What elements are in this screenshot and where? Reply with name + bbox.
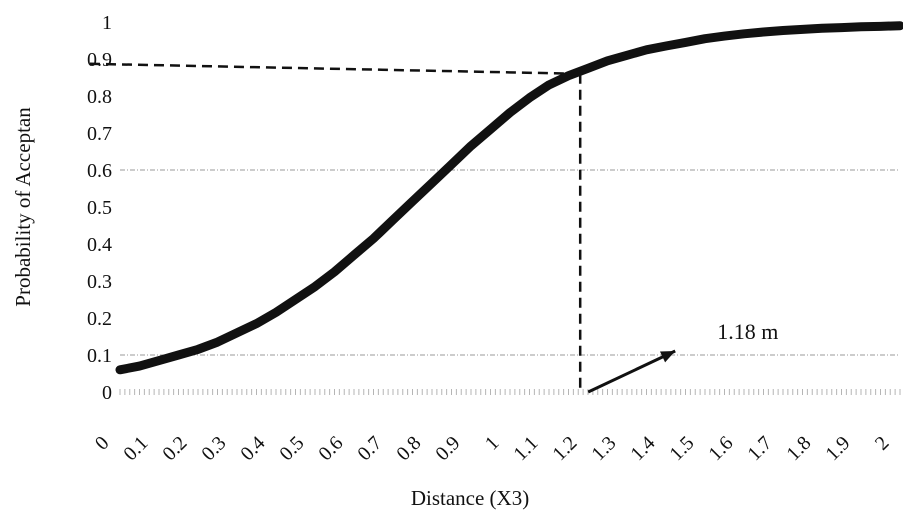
x-tick-label: 0.2 — [158, 432, 191, 465]
y-tick-label: 1 — [102, 12, 112, 34]
annotation-arrow — [587, 349, 676, 394]
y-tick-label: 0.1 — [87, 345, 112, 367]
x-tick-label: 0.7 — [353, 432, 386, 465]
reference-guides — [89, 62, 582, 392]
x-minor-ticks — [119, 389, 901, 395]
x-tick-label: 0.5 — [275, 432, 308, 465]
y-tick-label: 0.8 — [87, 86, 112, 108]
x-tick-label: 0 — [91, 432, 114, 455]
y-tick-label: 0.2 — [87, 308, 112, 330]
x-tick-label: 1.8 — [782, 432, 815, 465]
y-tick-label: 0.7 — [87, 123, 112, 145]
x-tick-label: 0.9 — [431, 432, 464, 465]
y-tick-label: 0.6 — [87, 160, 112, 182]
x-tick-label: 1.4 — [626, 432, 659, 465]
x-tick-label: 1.5 — [665, 432, 698, 465]
x-tick-label: 1.2 — [548, 432, 581, 465]
annotation-label: 1.18 m — [717, 319, 778, 344]
x-tick-label: 2 — [871, 432, 894, 455]
x-tick-label: 1.3 — [587, 432, 620, 465]
y-tick-label: 0.5 — [87, 197, 112, 219]
y-tick-labels: 0 0.1 0.2 0.3 0.4 0.5 0.6 0.7 0.8 0.9 1 — [87, 12, 112, 404]
y-axis-title: Probability of Acceptan — [11, 107, 35, 307]
x-tick-label: 0.3 — [197, 432, 230, 465]
probability-curve — [115, 21, 903, 375]
horizontal-guide — [89, 62, 581, 76]
x-tick-label: 1.6 — [704, 432, 737, 465]
x-tick-label: 0.1 — [119, 432, 152, 465]
y-tick-label: 0.9 — [87, 49, 112, 71]
x-tick-labels: 0 0.1 0.2 0.3 0.4 0.5 0.6 0.7 0.8 0.9 1 1.1 1.2 1.3 1.… — [91, 432, 894, 465]
x-tick-label: 0.4 — [236, 432, 269, 465]
gridlines — [120, 169, 900, 356]
x-tick-label: 0.6 — [314, 432, 347, 465]
x-tick-label: 1.1 — [509, 432, 542, 465]
y-tick-label: 0 — [102, 382, 112, 404]
annotation-arrow-head — [659, 351, 676, 363]
y-tick-label: 0.3 — [87, 271, 112, 293]
x-tick-label: 1.9 — [821, 432, 854, 465]
x-axis-title: Distance (X3) — [411, 486, 529, 510]
x-tick-label: 0.8 — [392, 432, 425, 465]
y-tick-label: 0.4 — [87, 234, 112, 256]
x-tick-label: 1 — [481, 432, 504, 455]
x-tick-label: 1.7 — [743, 432, 776, 465]
